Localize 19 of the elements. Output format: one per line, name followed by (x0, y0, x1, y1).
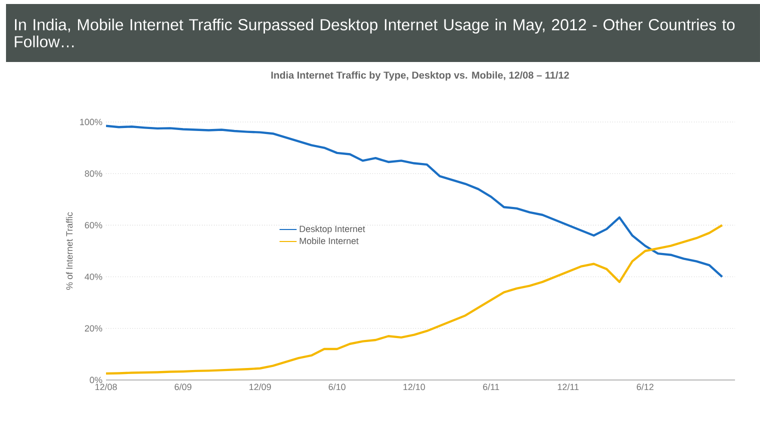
x-tick-label: 6/10 (328, 384, 346, 390)
x-tick-label: 12/08 (95, 384, 117, 390)
y-tick-label: 40% (84, 274, 102, 280)
y-tick-label: 60% (84, 222, 102, 228)
x-tick-label: 6/12 (636, 384, 654, 390)
y-axis-title: % of Internet Traffic (66, 212, 73, 290)
x-tick-label: 12/10 (404, 384, 425, 390)
y-tick-label: 80% (84, 170, 102, 177)
chart-subtitle: India Internet Traffic by Type, Desktop vs. Mobile, 12/08 – 11/12 (271, 71, 569, 81)
y-tick-label: 20% (84, 325, 102, 332)
chart-title: In India, Mobile Internet Traffic Surpassed Desktop Internet Usage in May, 2012 - Other Countries to Follow… (14, 18, 735, 48)
legend-label: Desktop Internet (300, 225, 366, 234)
legend-label: Mobile Internet (300, 238, 359, 244)
x-tick-label: 12/09 (249, 384, 271, 390)
x-tick-label: 12/11 (558, 384, 579, 390)
x-tick-label: 6/09 (174, 384, 192, 390)
y-tick-label: 100% (80, 118, 102, 126)
x-tick-label: 6/11 (483, 384, 500, 390)
y-tick-label: 0% (90, 376, 102, 384)
